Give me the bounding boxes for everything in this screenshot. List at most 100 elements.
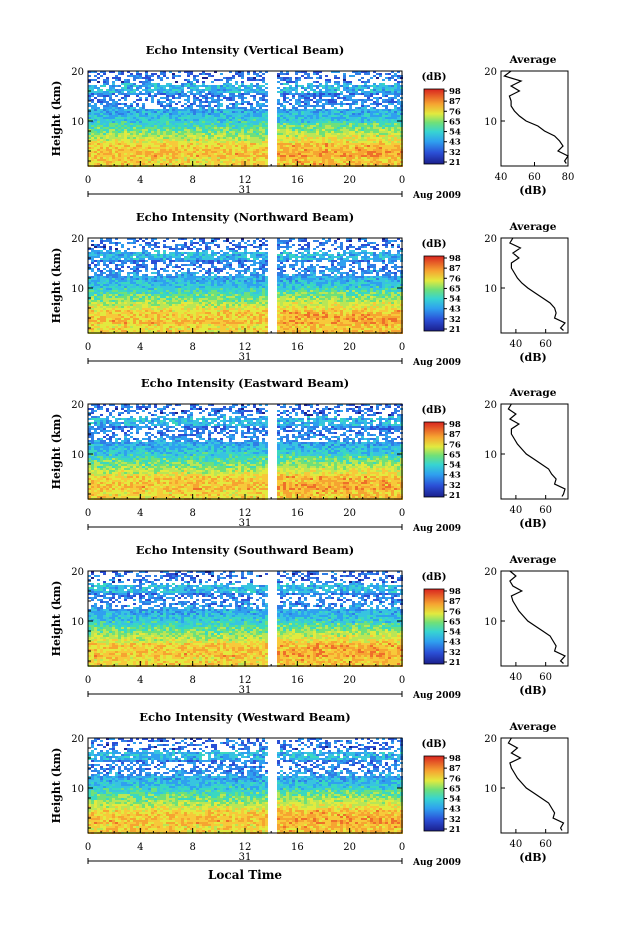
heatmap-cell [232,131,235,133]
heatmap-cell [157,137,160,139]
heatmap-cell [355,85,358,87]
heatmap-cell [115,147,118,149]
heatmap-cell [226,161,229,163]
heatmap-cell [160,135,163,137]
heatmap-cell [88,139,91,141]
heatmap-cell [133,85,136,87]
heatmap-cell [205,99,208,101]
heatmap-cell [145,252,148,254]
heatmap-cell [160,125,163,127]
heatmap-cell [163,131,166,133]
heatmap-cell [313,254,316,256]
heatmap-cell [262,155,265,157]
heatmap-cell [97,147,100,149]
heatmap-cell [202,73,205,75]
heatmap-cell [133,129,136,131]
heatmap-cell [298,119,301,121]
heatmap-cell [316,258,319,260]
heatmap-cell [184,135,187,137]
heatmap-cell [280,139,283,141]
heatmap-cell [328,161,331,163]
heatmap-cell [250,252,253,254]
heatmap-cell [136,125,139,127]
heatmap-cell [157,117,160,119]
heatmap-cell [397,159,400,161]
heatmap-cell [97,151,100,153]
heatmap-cell [154,93,157,95]
heatmap-cell [385,109,388,111]
heatmap-cell [172,77,175,79]
heatmap-cell [319,105,322,107]
heatmap-cell [226,89,229,91]
heatmap-cell [379,161,382,163]
heatmap-cell [331,131,334,133]
heatmap-cell [262,79,265,81]
heatmap-cell [385,129,388,131]
heatmap-cell [112,147,115,149]
heatmap-cell [310,254,313,256]
heatmap-cell [247,155,250,157]
heatmap-cell [265,91,268,93]
heatmap-cell [388,242,391,244]
heatmap-cell [352,125,355,127]
heatmap-cell [364,256,367,258]
heatmap-cell [166,133,169,135]
heatmap-cell [250,149,253,151]
heatmap-cell [190,89,193,91]
heatmap-cell [118,256,121,258]
heatmap-cell [121,113,124,115]
heatmap-cell [343,119,346,121]
heatmap-cell [211,99,214,101]
heatmap-cell [184,71,187,73]
heatmap-cell [145,159,148,161]
heatmap-cell [103,131,106,133]
heatmap-cell [370,103,373,105]
heatmap-cell [124,119,127,121]
heatmap-cell [187,113,190,115]
heatmap-cell [244,121,247,123]
heatmap-cell [220,89,223,91]
heatmap-cell [259,254,262,256]
heatmap-cell [310,93,313,95]
heatmap-cell [337,149,340,151]
heatmap-cell [316,141,319,143]
heatmap-cell [205,113,208,115]
heatmap-cell [142,93,145,95]
heatmap-cell [337,139,340,141]
heatmap-cell [397,95,400,97]
heatmap-cell [133,157,136,159]
heatmap-cell [316,153,319,155]
heatmap-cell [391,87,394,89]
heatmap-cell [118,153,121,155]
heatmap-cell [337,137,340,139]
heatmap-cell [199,99,202,101]
heatmap-cell [247,143,250,145]
heatmap-cell [352,103,355,105]
heatmap-cell [304,256,307,258]
heatmap-cell [172,248,175,250]
heatmap-cell [181,238,184,240]
heatmap-cell [205,129,208,131]
heatmap-cell [379,145,382,147]
heatmap-cell [226,147,229,149]
heatmap-cell [310,260,313,262]
heatmap-cell [358,248,361,250]
heatmap-cell [178,71,181,73]
heatmap-cell [136,99,139,101]
heatmap-cell [232,75,235,77]
heatmap-cell [94,115,97,117]
heatmap-cell [334,147,337,149]
heatmap-cell [208,151,211,153]
heatmap-cell [166,121,169,123]
heatmap-cell [388,87,391,89]
heatmap-cell [190,107,193,109]
heatmap-cell [313,113,316,115]
heatmap-cell [343,83,346,85]
heatmap-cell [193,117,196,119]
heatmap-cell [190,129,193,131]
heatmap-cell [154,163,157,165]
heatmap-cell [283,137,286,139]
heatmap-cell [262,254,265,256]
heatmap-cell [133,121,136,123]
heatmap-cell [145,141,148,143]
